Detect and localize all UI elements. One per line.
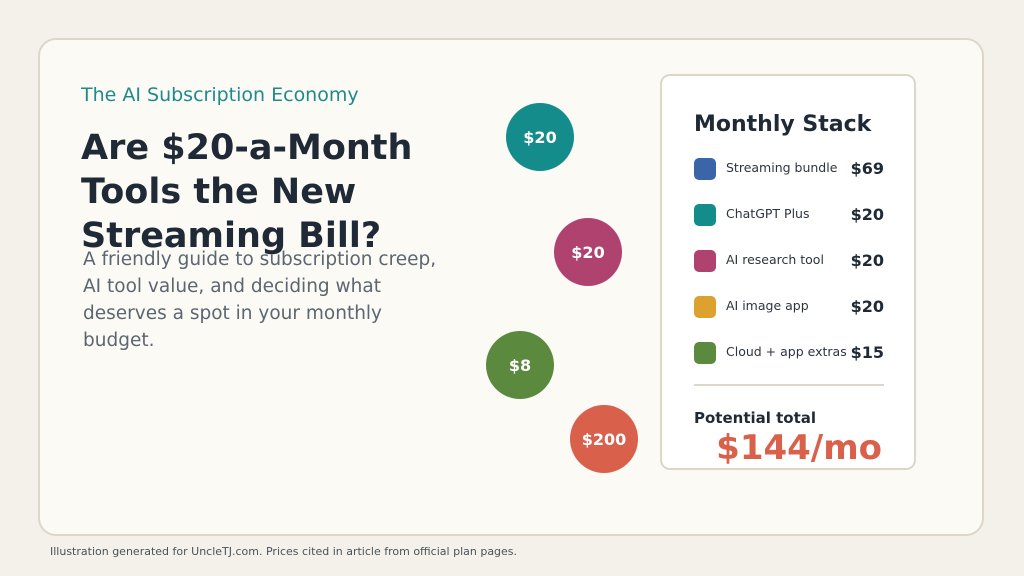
divider bbox=[694, 384, 884, 386]
stack-row-chatgpt: ChatGPT Plus $20 bbox=[694, 204, 884, 226]
color-swatch bbox=[694, 204, 716, 226]
price-bubble: $8 bbox=[486, 331, 554, 399]
stack-row-label: Cloud + app extras bbox=[726, 344, 847, 359]
stack-row-label: AI research tool bbox=[726, 252, 824, 267]
stack-row-price: $15 bbox=[850, 343, 884, 362]
stack-row-streaming: Streaming bundle $69 bbox=[694, 158, 884, 180]
footer-note: Illustration generated for UncleTJ.com. … bbox=[50, 545, 518, 558]
stack-row-label: ChatGPT Plus bbox=[726, 206, 810, 221]
stack-row-price: $69 bbox=[850, 159, 884, 178]
price-bubble: $200 bbox=[570, 405, 638, 473]
color-swatch bbox=[694, 296, 716, 318]
total-label: Potential total bbox=[694, 409, 817, 427]
stack-row-research: AI research tool $20 bbox=[694, 250, 884, 272]
price-bubble: $20 bbox=[554, 218, 622, 286]
stack-row-price: $20 bbox=[850, 297, 884, 316]
price-bubble: $20 bbox=[506, 103, 574, 171]
page-title: Are $20-a-Month Tools the New Streaming … bbox=[81, 128, 413, 256]
stack-row-price: $20 bbox=[850, 251, 884, 270]
stack-row-price: $20 bbox=[850, 205, 884, 224]
stack-row-image: AI image app $20 bbox=[694, 296, 884, 318]
stack-row-cloud: Cloud + app extras $15 bbox=[694, 342, 884, 364]
monthly-stack-panel: Monthly Stack Streaming bundle $69 ChatG… bbox=[660, 74, 916, 470]
eyebrow-text: The AI Subscription Economy bbox=[81, 84, 359, 106]
color-swatch bbox=[694, 158, 716, 180]
page-subtitle: A friendly guide to subscription creep, … bbox=[83, 249, 437, 351]
stack-row-label: Streaming bundle bbox=[726, 160, 838, 175]
color-swatch bbox=[694, 250, 716, 272]
stack-row-label: AI image app bbox=[726, 298, 809, 313]
panel-title: Monthly Stack bbox=[694, 112, 872, 137]
color-swatch bbox=[694, 342, 716, 364]
total-value: $144/mo bbox=[716, 428, 882, 468]
